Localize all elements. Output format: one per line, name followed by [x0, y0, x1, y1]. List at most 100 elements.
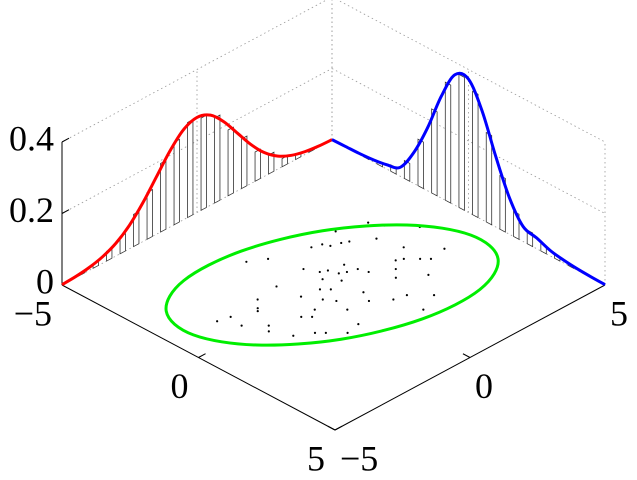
scatter-point [402, 257, 405, 260]
scatter-point [313, 331, 317, 334]
scatter-point [405, 294, 409, 297]
scatter-point [321, 243, 324, 246]
scatter-point [367, 299, 371, 303]
scatter-point [392, 298, 395, 301]
scatter-point [318, 288, 322, 291]
z-tick-label: 0.2 [9, 190, 54, 230]
scatter-point [346, 331, 349, 334]
histogram-bar [187, 118, 194, 219]
x-tick-label: 5 [307, 438, 325, 478]
scatter-point [245, 260, 248, 263]
scatter-point [343, 263, 346, 266]
scatter-point [419, 257, 422, 260]
histogram-bar [146, 188, 153, 240]
scatter-point [313, 308, 316, 311]
y-tick-label: 0 [475, 366, 493, 406]
scatter-point [310, 246, 313, 249]
scatter-point [256, 310, 259, 313]
histogram-bar [254, 148, 261, 182]
scatter-point [337, 272, 340, 275]
scatter-point [340, 279, 343, 282]
scatter-point [267, 330, 270, 333]
scatter-point [346, 308, 349, 311]
x-tick-label: −5 [14, 293, 52, 333]
histogram-bar [173, 138, 180, 226]
scatter-point [335, 299, 338, 303]
scatter-point [329, 288, 332, 291]
x-tick [198, 353, 206, 358]
scatter-point [443, 247, 446, 250]
histogram-bar [444, 81, 452, 204]
scatter-point [256, 307, 259, 310]
marginal-curve [61, 113, 333, 286]
scatter-point [357, 323, 360, 326]
scatter-point [429, 257, 433, 260]
scatter-point [292, 334, 295, 337]
scatter-point [229, 315, 232, 318]
scatter-point [432, 294, 436, 297]
scatter-point [267, 324, 270, 327]
histogram-bar [160, 159, 167, 233]
histogram-bar [241, 135, 248, 190]
scatter-point [311, 315, 314, 318]
scatter-point [345, 270, 349, 274]
histogram-bar [403, 159, 411, 182]
grid-line [331, 68, 606, 214]
histogram-bar [214, 114, 221, 204]
scatter-point [329, 244, 332, 247]
histogram-bar [431, 108, 438, 197]
histogram-bar [417, 138, 424, 190]
y-tick-label: 5 [610, 293, 628, 333]
histogram-bar [268, 151, 275, 175]
histogram-bar [472, 90, 479, 219]
scatter-point [300, 315, 303, 318]
scatter-point [321, 298, 324, 301]
z-tick [61, 209, 70, 214]
scatter-point [402, 246, 405, 249]
scatter-point [266, 257, 270, 260]
scatter-point [348, 240, 351, 243]
y-tick [327, 425, 336, 431]
scatter-point [362, 291, 365, 294]
scatter-point [302, 267, 305, 271]
grid-line [336, 0, 606, 143]
y-tick [462, 353, 471, 358]
scatter-point [427, 273, 430, 276]
scatter-point [321, 278, 324, 281]
scatter-point [367, 270, 370, 274]
grid-line [61, 68, 333, 214]
scatter-point [422, 308, 425, 311]
scatter-point [216, 320, 219, 323]
histogram-bar [200, 114, 207, 211]
scatter-point [326, 269, 330, 272]
x-tick [334, 425, 343, 431]
scatter-point [340, 241, 343, 245]
histogram-bar [499, 174, 506, 233]
scatter-point [394, 259, 397, 262]
y-tick-label: −5 [340, 438, 378, 478]
scatter-point [394, 276, 397, 279]
scatter-point [299, 295, 303, 298]
scatter-point [375, 237, 378, 240]
scatter-point [367, 221, 370, 224]
scatter-point [334, 230, 337, 233]
scatter-point [256, 298, 259, 301]
histogram-bar [227, 126, 234, 197]
marginal-curve [331, 71, 606, 286]
z-tick-label: 0 [36, 261, 54, 301]
x-tick-label: 0 [171, 366, 189, 406]
histogram-bar [485, 131, 493, 226]
histogram-bar [458, 73, 465, 211]
scatter-point [356, 267, 359, 271]
z-tick-label: 0.4 [9, 118, 54, 158]
scatter-point [394, 267, 397, 271]
z-tick [61, 137, 70, 143]
grid-line [61, 0, 328, 143]
contour-ellipse [164, 223, 500, 347]
scatter-point [275, 285, 278, 288]
scatter-point [318, 270, 321, 274]
scatter-point [324, 331, 327, 334]
scatter-point [240, 324, 243, 327]
